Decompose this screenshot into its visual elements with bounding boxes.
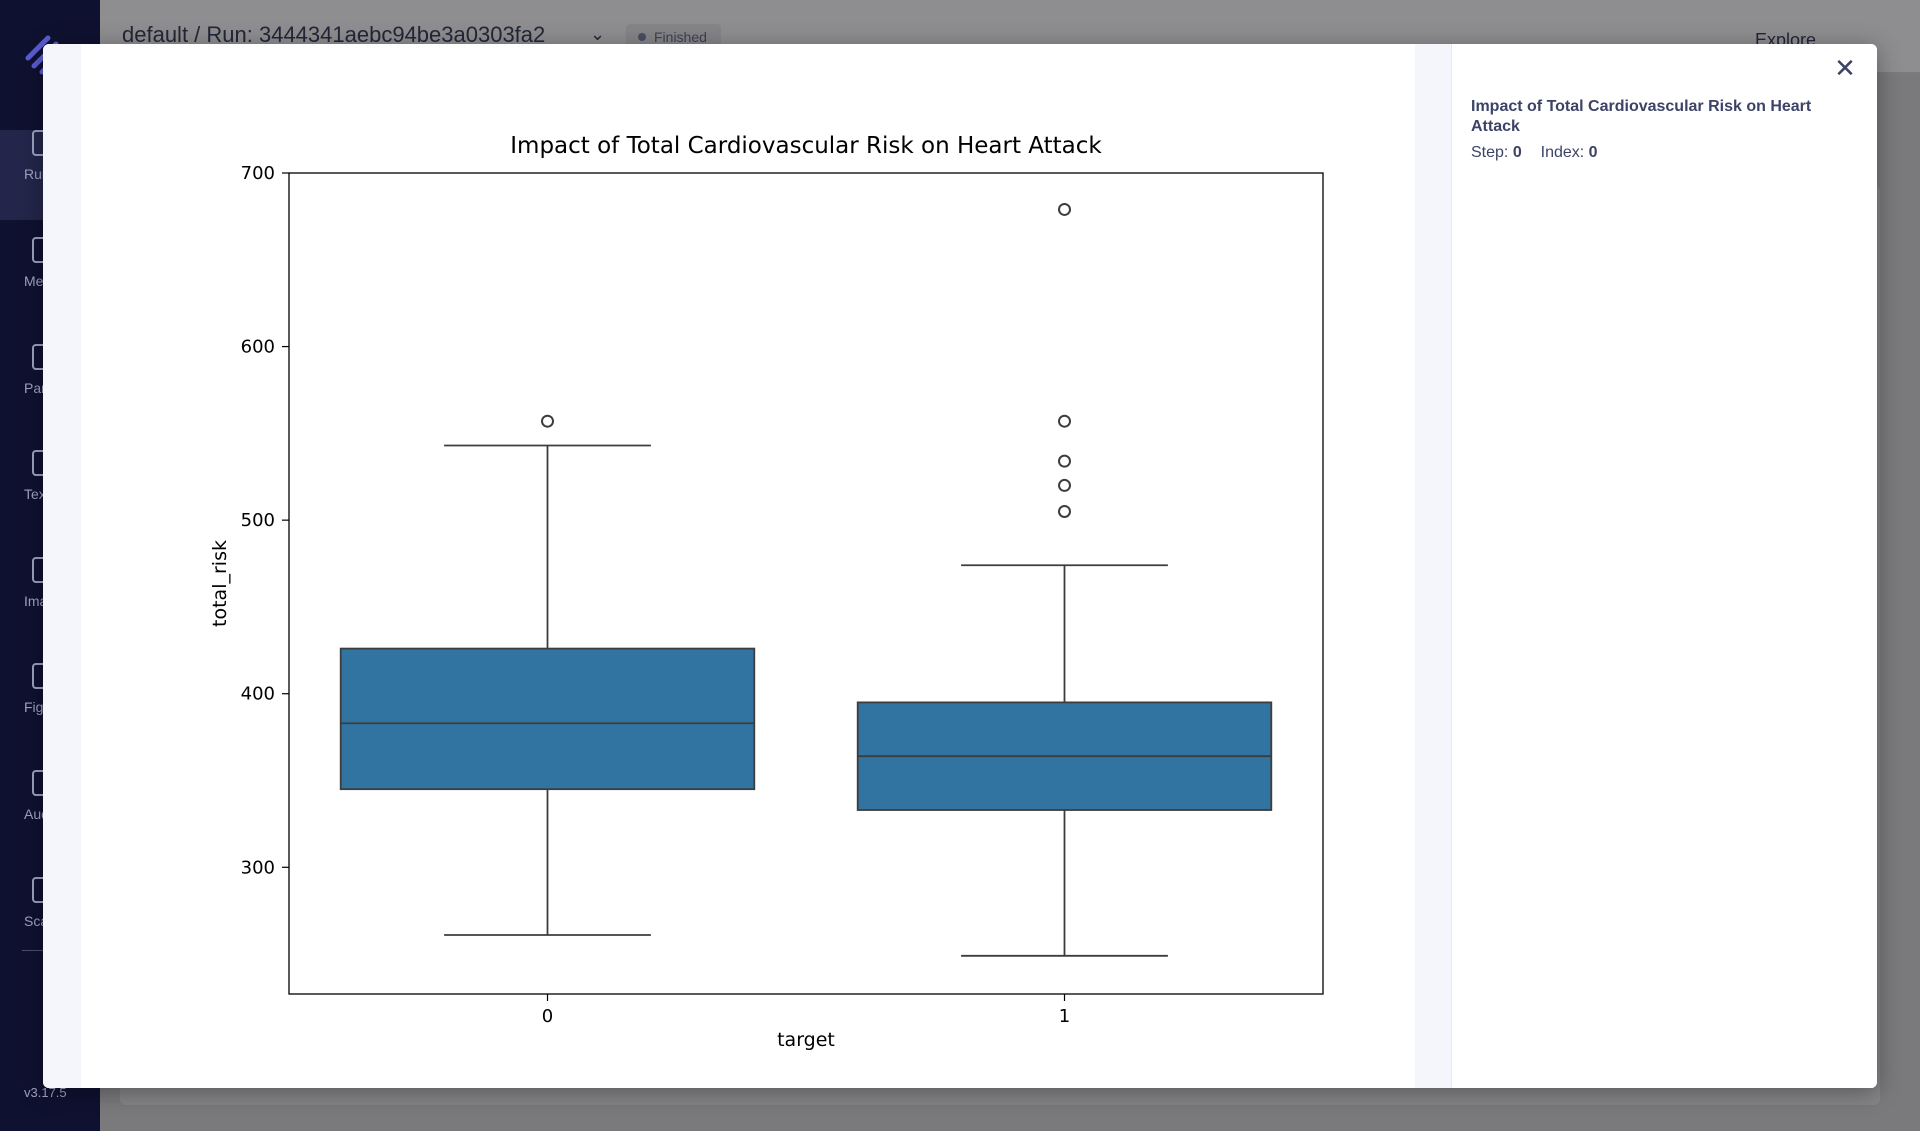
figure-info-panel — [1451, 44, 1877, 1088]
y-tick-label: 400 — [241, 684, 275, 705]
step-label: Step: — [1471, 144, 1509, 161]
outlier-point — [1058, 478, 1071, 492]
y-tick-label: 700 — [241, 163, 275, 184]
panel-meta: Step: 0 Index: 0 — [1471, 144, 1598, 162]
y-tick-label: 500 — [241, 510, 275, 531]
y-tick-label: 300 — [241, 857, 275, 878]
box-body — [339, 647, 756, 791]
outlier-point — [1058, 504, 1071, 518]
outlier-point — [1058, 414, 1071, 428]
y-tick-label: 600 — [241, 337, 275, 358]
y-axis-label: total_risk — [209, 540, 231, 627]
figure-area: Impact of Total Cardiovascular Risk on H… — [81, 44, 1415, 1088]
outlier-point — [541, 414, 554, 428]
x-tick-label: 0 — [542, 1006, 553, 1027]
plot-frame — [288, 172, 1324, 995]
breadcrumb[interactable]: default / Run: 3444341aebc94be3a0303fa2 — [122, 22, 546, 47]
outlier-point — [1058, 454, 1071, 468]
modal-left-gutter — [43, 44, 81, 1088]
panel-title: Impact of Total Cardiovascular Risk on H… — [1471, 98, 1812, 135]
boxplot-chart: Impact of Total Cardiovascular Risk on H… — [209, 133, 1324, 1051]
outlier-point — [1058, 202, 1071, 216]
modal-right-gutter — [1415, 44, 1451, 1088]
figure-modal: Impact of Total Cardiovascular Risk on H… — [43, 44, 1877, 1088]
step-value: 0 — [1512, 144, 1522, 161]
index-value: 0 — [1588, 144, 1598, 161]
chart-title: Impact of Total Cardiovascular Risk on H… — [510, 133, 1102, 159]
x-axis-label: target — [777, 1029, 835, 1051]
close-icon[interactable]: ✕ — [1834, 53, 1856, 83]
chevron-down-icon[interactable]: ⌄ — [590, 24, 606, 44]
x-tick-label: 1 — [1059, 1006, 1070, 1027]
index-label: Index: — [1540, 144, 1585, 161]
app-version: v3.17.5 — [24, 1085, 67, 1100]
